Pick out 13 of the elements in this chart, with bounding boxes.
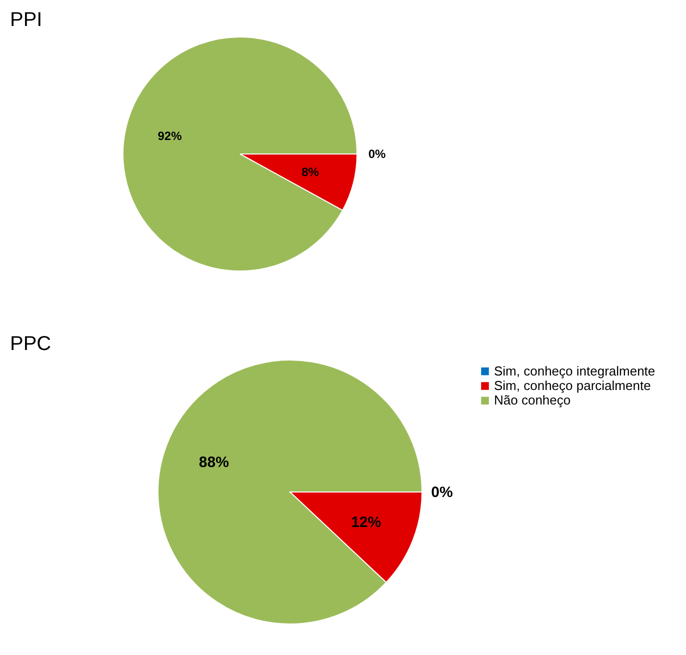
data-label: 8% (302, 165, 320, 180)
data-label: 92% (158, 128, 182, 143)
data-label: 88% (198, 454, 229, 471)
legend-label: Não conheço (494, 392, 571, 408)
data-label: 12% (351, 514, 382, 532)
text: 0% (431, 484, 453, 501)
legend-label: Sim, conheço integralmente (494, 363, 656, 378)
chart-title: PPC (10, 333, 52, 355)
text: 0% (368, 147, 386, 161)
pie-slice (158, 360, 422, 624)
pie-slice (122, 36, 358, 272)
chart-title: PPI (10, 9, 42, 31)
legend-label: Sim, conheço parcialmente (494, 378, 651, 393)
